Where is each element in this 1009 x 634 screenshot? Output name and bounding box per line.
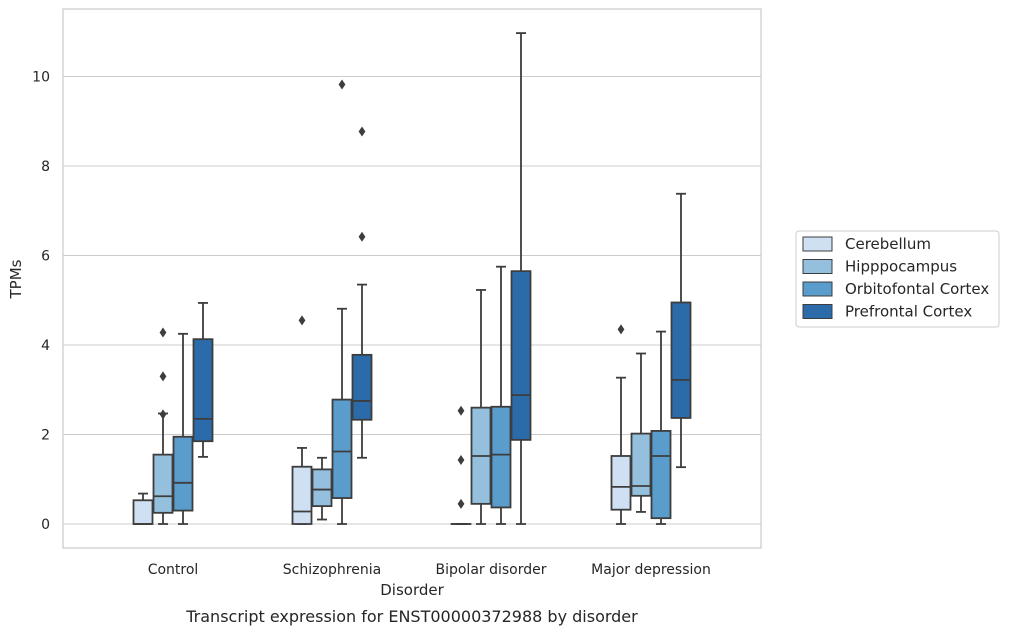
box-2-0 <box>172 332 194 525</box>
outlier-point <box>617 324 625 335</box>
box-iqr <box>132 499 154 525</box>
box-0-0 <box>132 492 154 525</box>
outlier-point <box>159 371 167 382</box>
box-iqr <box>152 453 174 514</box>
box-0-3 <box>610 324 632 525</box>
y-tick-label: 0 <box>41 517 50 533</box>
legend-swatch <box>802 281 833 297</box>
box-iqr <box>490 405 512 509</box>
x-tick-label: Schizophrenia <box>283 562 381 578</box>
box-iqr <box>291 465 313 525</box>
legend-frame <box>795 230 1000 328</box>
box-2-3 <box>650 330 672 525</box>
x-tick-labels: Control Schizophrenia Bipolar disorder Majo… <box>148 562 711 578</box>
legend: Cerebellum Hipppocampus Orbitofontal Corte… <box>795 230 1000 328</box>
outlier-point <box>358 231 366 242</box>
y-tick-label: 4 <box>41 338 50 354</box>
box-iqr <box>630 432 652 497</box>
chart-caption: Transcript expression for ENST0000037298… <box>185 607 638 626</box>
x-tick-label: Control <box>148 562 199 578</box>
box-2-2 <box>490 265 512 525</box>
y-tick-label: 10 <box>32 70 50 86</box>
y-tick-labels: 0 2 4 6 8 10 <box>32 70 50 534</box>
box-0-1 <box>291 315 313 525</box>
outlier-point <box>298 315 306 326</box>
y-tick-label: 8 <box>41 159 50 175</box>
box-3-1 <box>351 126 373 459</box>
box-iqr <box>331 398 353 499</box>
box-1-0 <box>152 327 174 525</box>
legend-swatch <box>802 259 833 274</box>
y-tick-label: 6 <box>41 249 50 265</box>
legend-swatch <box>802 304 833 319</box>
outlier-point <box>457 498 465 509</box>
box-plots <box>132 32 692 525</box>
legend-label: Hipppocampus <box>845 258 957 276</box>
outlier-point <box>358 126 366 137</box>
box-1-1 <box>311 456 333 521</box>
box-0-2 <box>450 405 472 525</box>
legend-swatch <box>802 236 833 252</box>
legend-label: Prefrontal Cortex <box>845 303 972 321</box>
x-tick-label: Bipolar disorder <box>435 562 546 578</box>
legend-label: Cerebellum <box>845 235 931 253</box>
outlier-point <box>457 455 465 466</box>
box-iqr <box>351 353 373 421</box>
box-iqr <box>192 338 214 443</box>
box-3-2 <box>510 32 532 525</box>
y-tick-label: 2 <box>41 428 50 444</box>
box-2-1 <box>331 79 353 525</box>
box-iqr <box>311 468 333 507</box>
box-iqr <box>172 435 194 512</box>
outlier-point <box>457 405 465 416</box>
y-axis-title: TPMs <box>7 259 25 299</box>
box-iqr <box>650 430 672 520</box>
x-tick-label: Major depression <box>591 562 711 578</box>
x-axis-title: Disorder <box>380 581 444 599</box>
box-3-0 <box>192 302 214 458</box>
outlier-point <box>159 409 167 420</box>
box-3-3 <box>670 192 692 469</box>
box-iqr <box>610 455 632 511</box>
outlier-point <box>159 327 167 338</box>
box-iqr <box>510 270 532 441</box>
box-1-2 <box>470 289 492 525</box>
outlier-point <box>338 79 346 90</box>
legend-label: Orbitofontal Cortex <box>845 280 989 298</box>
box-1-3 <box>630 352 652 513</box>
box-iqr <box>670 301 692 419</box>
